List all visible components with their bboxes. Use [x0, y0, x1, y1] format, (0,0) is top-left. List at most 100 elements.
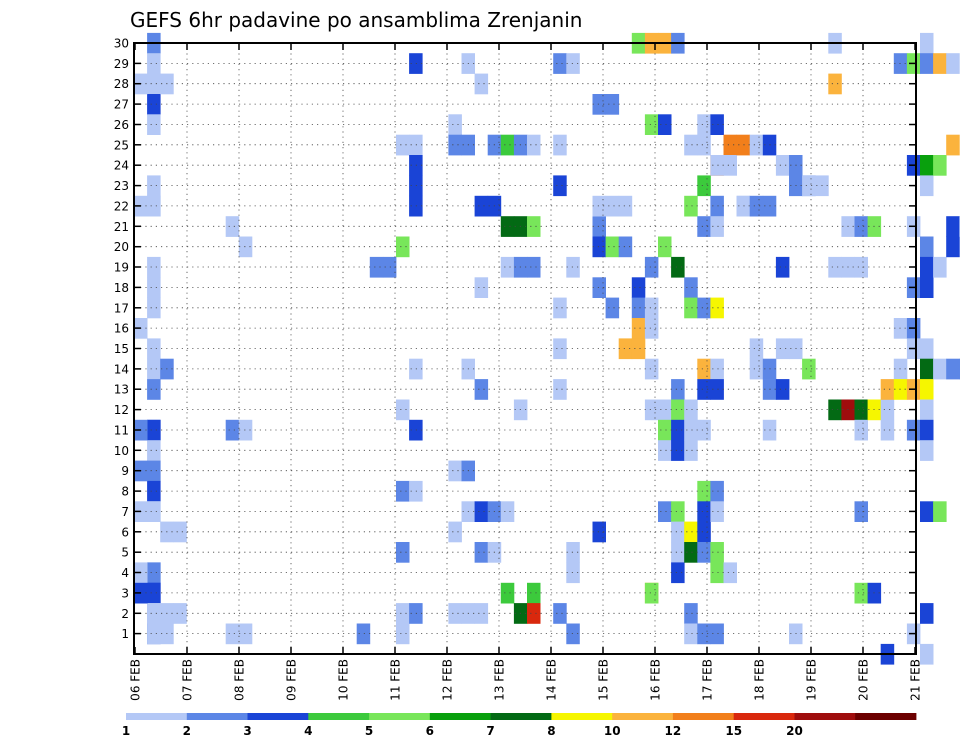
heatmap-cell — [396, 236, 410, 258]
y-tick-label: 17 — [114, 301, 129, 315]
heatmap-cell — [697, 501, 711, 522]
heatmap-cell — [396, 623, 410, 645]
heatmap-cell — [225, 216, 240, 237]
chart-title: GEFS 6hr padavine po ansamblima Zrenjani… — [130, 8, 582, 32]
x-tick-label: 16 FEB — [649, 659, 663, 701]
heatmap-cell — [671, 521, 685, 543]
heatmap-cell — [605, 297, 620, 319]
x-tick-label: 17 FEB — [701, 659, 715, 701]
heatmap-cell — [854, 582, 868, 604]
heatmap-cell — [500, 582, 515, 604]
heatmap-cell — [671, 501, 685, 522]
heatmap-cell — [697, 134, 711, 156]
colorbar: 1 2 3 4 5 6 7 8 10 12 15 20 — [122, 713, 917, 738]
heatmap-cell — [684, 623, 698, 645]
heatmap-cell — [448, 521, 462, 543]
heatmap-cell — [710, 379, 724, 400]
y-tick-label: 18 — [114, 281, 129, 295]
colorbar-swatch — [551, 713, 613, 720]
heatmap-cell — [697, 521, 711, 543]
heatmap-cell — [697, 297, 711, 319]
colorbar-swatch — [855, 713, 917, 720]
heatmap-cell — [147, 582, 161, 604]
heatmap-cell — [671, 440, 685, 461]
heatmap-cell — [592, 216, 606, 237]
heatmap-cell — [147, 277, 161, 298]
heatmap-cell — [854, 399, 868, 421]
x-tick-label: 10 FEB — [337, 659, 351, 701]
heatmap-cell — [854, 256, 868, 278]
y-tick-label: 5 — [121, 546, 129, 560]
y-tick-label: 30 — [114, 37, 129, 51]
heatmap-cell — [173, 603, 187, 624]
heatmap-cell — [697, 114, 711, 135]
heatmap-cell — [710, 542, 724, 563]
x-tick-label: 11 FEB — [389, 659, 403, 701]
colorbar-swatch — [429, 713, 491, 720]
heatmap-cell — [684, 134, 698, 156]
heatmap-cell — [671, 256, 685, 278]
colorbar-swatch — [247, 713, 309, 720]
heatmap-cell — [605, 236, 620, 258]
heatmap-cell — [553, 175, 567, 197]
heatmap-cell — [644, 297, 659, 319]
heatmap-cell — [147, 379, 161, 400]
x-tick-label: 21 FEB — [909, 659, 923, 701]
y-tick-label: 22 — [114, 199, 129, 213]
heatmap-cell — [474, 277, 489, 298]
heatmap-cell — [396, 399, 410, 421]
heatmap-cell — [448, 603, 462, 624]
x-tick-label: 19 FEB — [805, 659, 819, 701]
heatmap-cell — [618, 236, 633, 258]
heatmap-cell — [710, 114, 724, 135]
heatmap-cell — [147, 94, 161, 115]
heatmap-cell — [775, 379, 790, 400]
heatmap-cell — [527, 603, 541, 624]
heatmap-cell — [147, 419, 161, 441]
heatmap-cell — [644, 582, 659, 604]
heatmap-cell — [147, 562, 161, 584]
colorbar-label: 7 — [486, 724, 494, 738]
y-tick-label: 12 — [114, 403, 129, 417]
heatmap-cell — [920, 419, 934, 441]
heatmap-cell — [920, 32, 934, 54]
colorbar-swatch — [612, 713, 674, 720]
heatmap-cell — [500, 501, 515, 522]
y-tick-label: 3 — [121, 586, 129, 600]
heatmap-cell — [828, 73, 842, 95]
heatmap-cell — [605, 94, 620, 115]
heatmap-cell — [592, 195, 606, 217]
heatmap-cell — [920, 440, 934, 461]
heatmap-cell — [920, 155, 934, 176]
heatmap-cell — [566, 53, 580, 74]
heatmap-cell — [946, 53, 960, 74]
heatmap-cell — [920, 603, 934, 624]
heatmap-cell — [710, 297, 724, 319]
heatmap-cell — [566, 623, 580, 645]
heatmap-cell — [448, 114, 462, 135]
heatmap-cell — [671, 419, 685, 441]
heatmap-cell — [396, 480, 410, 502]
heatmap-cell — [671, 399, 685, 421]
y-tick-label: 20 — [114, 240, 129, 254]
colorbar-swatch — [490, 713, 552, 720]
heatmap-cell — [147, 501, 161, 522]
heatmap-cell — [697, 379, 711, 400]
y-tick-label: 7 — [121, 505, 129, 519]
y-tick-label: 24 — [114, 159, 129, 173]
heatmap-cell — [147, 460, 161, 482]
heatmap-cell — [658, 114, 672, 135]
heatmap-cell — [382, 256, 397, 278]
heatmap-cell — [710, 623, 724, 645]
heatmap-cell — [553, 134, 567, 156]
heatmap-cell — [697, 216, 711, 237]
heatmap-cell — [880, 399, 895, 421]
heatmap-cell — [736, 134, 751, 156]
x-tick-label: 08 FEB — [233, 659, 247, 701]
heatmap-cell — [920, 643, 934, 665]
heatmap-cell — [553, 379, 567, 400]
heatmap-cell — [644, 256, 659, 278]
heatmap-cell — [749, 195, 764, 217]
heatmap-cell — [671, 562, 685, 584]
heatmap-cell — [225, 419, 240, 441]
